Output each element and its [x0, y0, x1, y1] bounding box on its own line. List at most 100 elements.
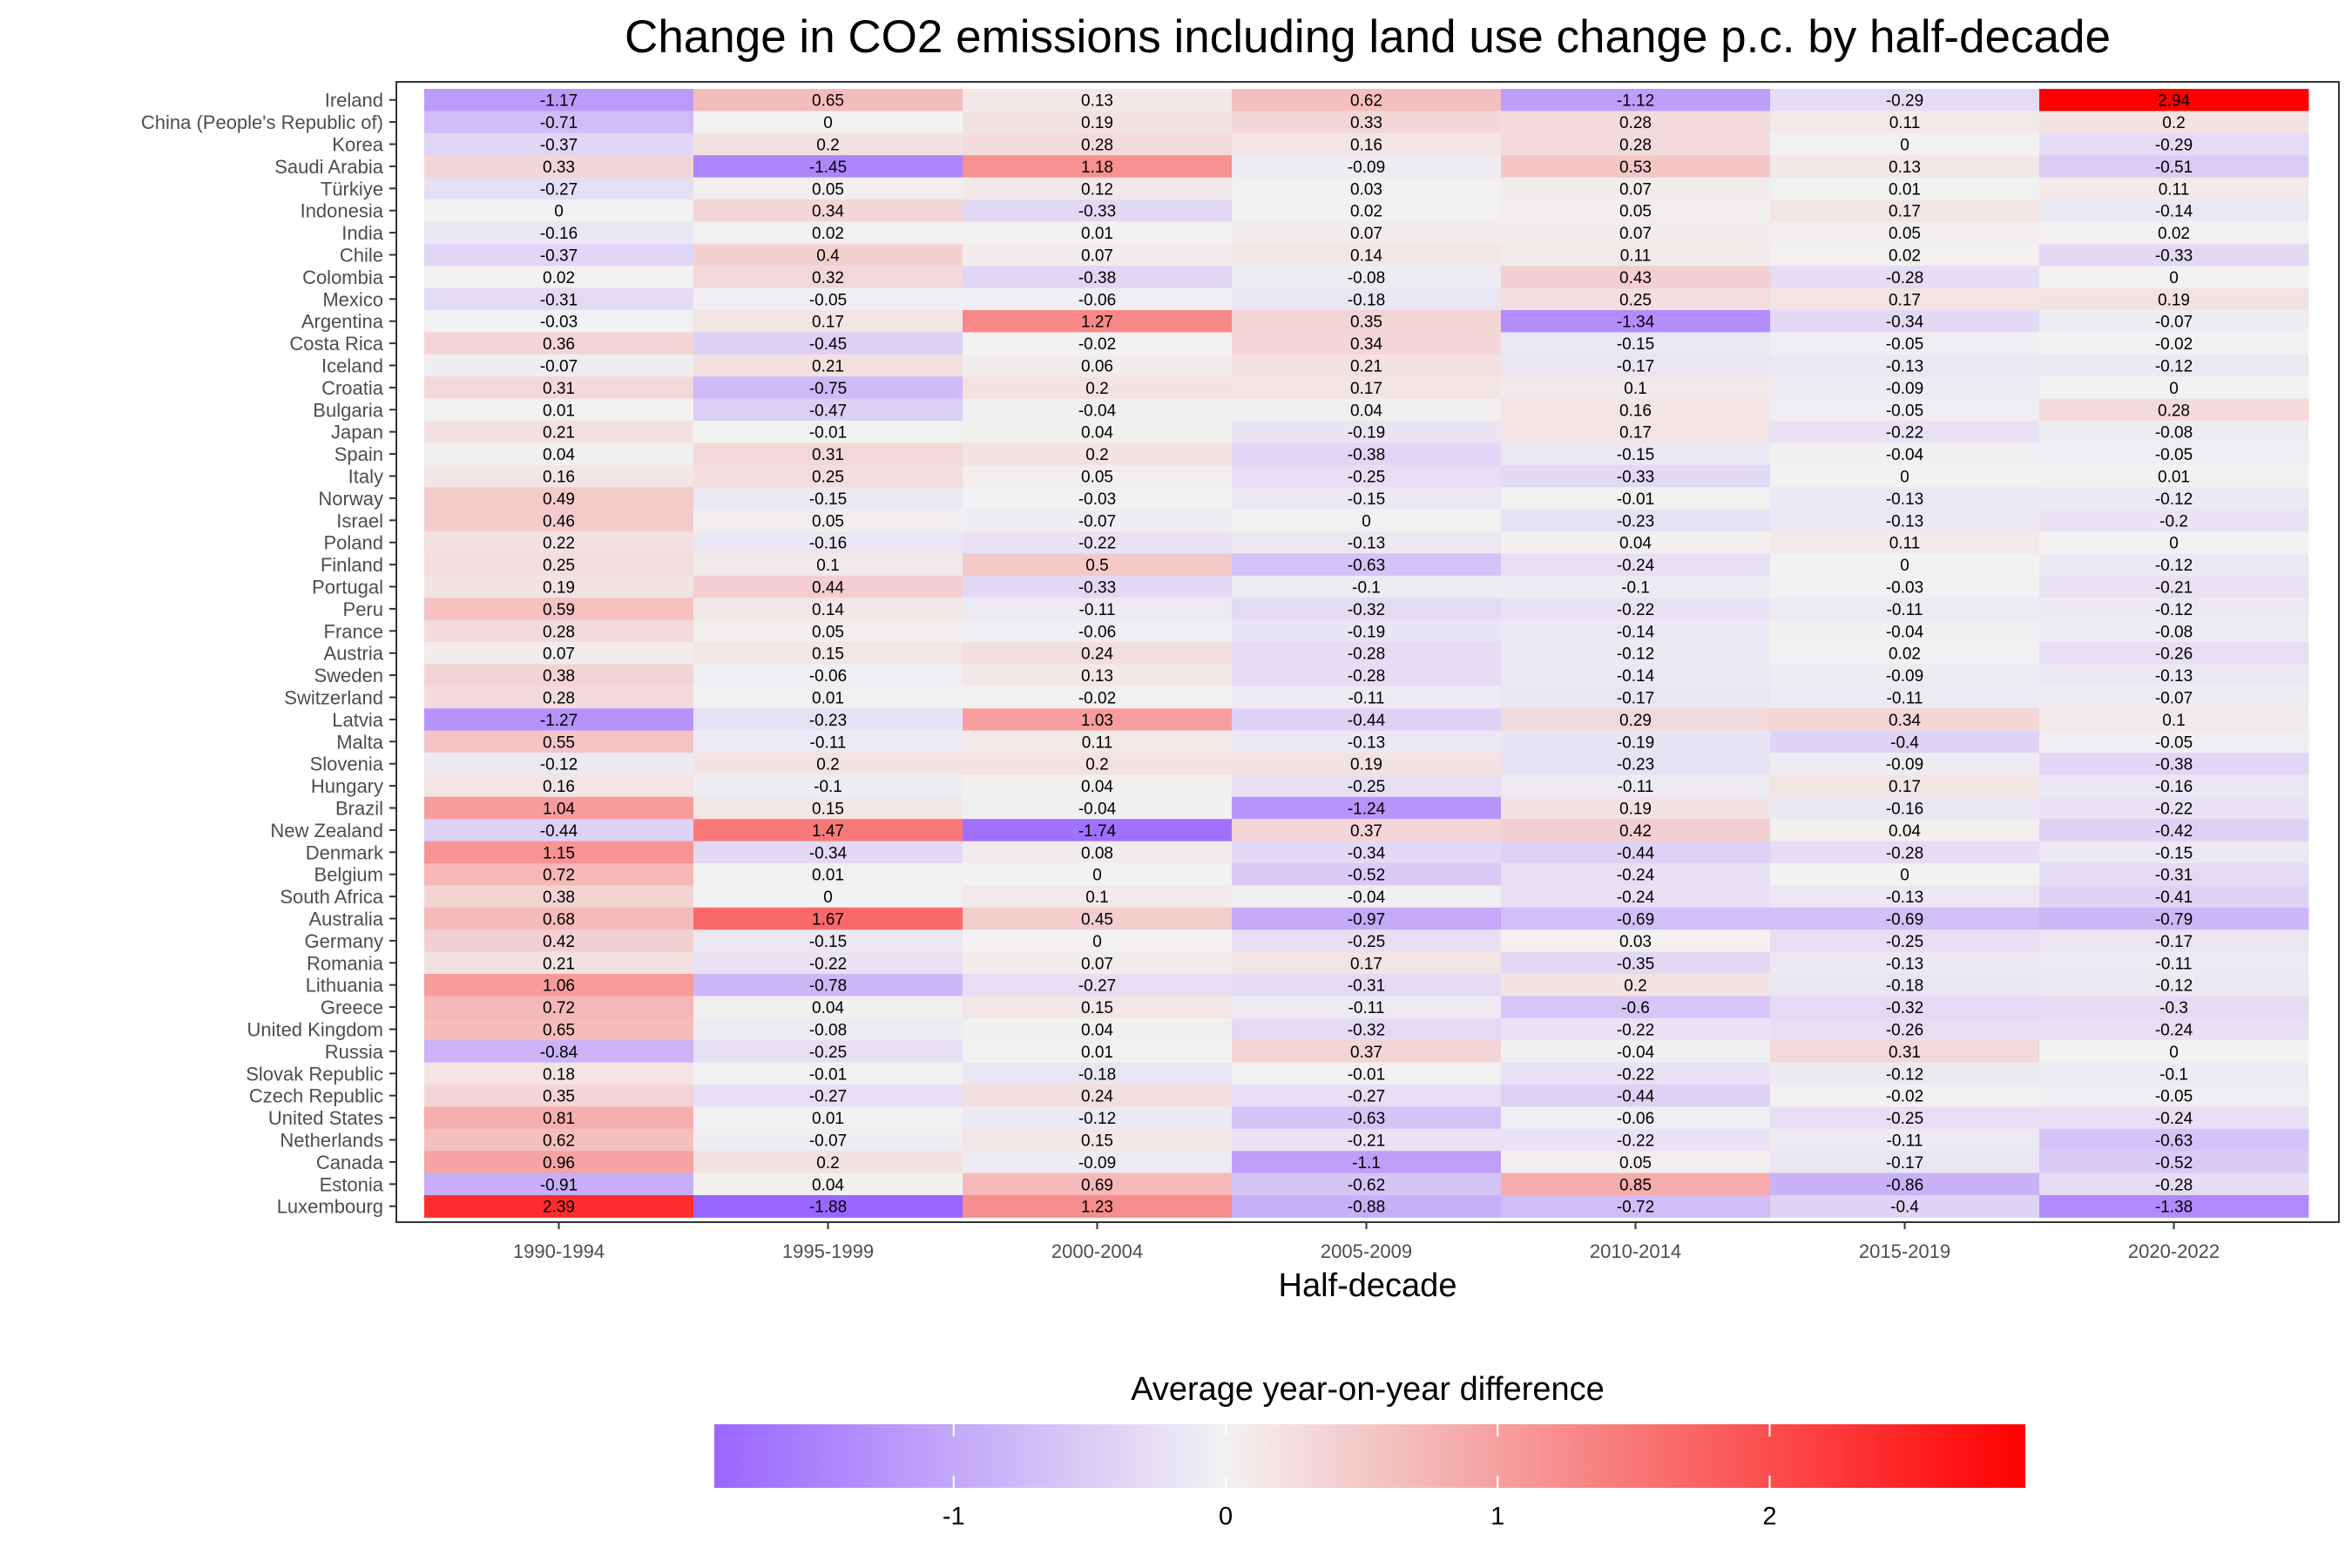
heatmap-cell [963, 841, 1233, 864]
cell-value-label: -0.15 [2155, 844, 2193, 862]
cell-value-label: -0.28 [1886, 269, 1923, 287]
y-tick-label: Iceland [321, 355, 383, 377]
cell-value-label: -0.11 [2156, 955, 2193, 973]
cell-value-label: 0.05 [1619, 203, 1652, 221]
y-tick-label: Sweden [314, 665, 383, 686]
cell-value-label: -0.11 [810, 733, 847, 752]
y-tick-label: Romania [307, 952, 384, 974]
heatmap-cell [1232, 1173, 1502, 1196]
heatmap-cell [1232, 553, 1502, 577]
heatmap-cell [1232, 863, 1502, 886]
cell-value-label: 0.25 [812, 469, 844, 487]
cell-value-label: -0.04 [1886, 446, 1924, 464]
cell-value-label: -0.22 [1617, 1065, 1654, 1084]
cell-value-label: 0.31 [543, 380, 575, 398]
heatmap-cell [693, 487, 963, 510]
cell-value-label: 0.11 [1620, 247, 1652, 266]
cell-value-label: -0.12 [2155, 977, 2193, 996]
cell-value-label: -0.86 [1886, 1176, 1923, 1194]
cell-value-label: -0.12 [1617, 645, 1654, 664]
cell-value-label: 0 [1900, 137, 1909, 155]
y-tick-label: Brazil [335, 798, 383, 820]
cell-value-label: 0.01 [812, 690, 844, 708]
heatmap-cell [1770, 398, 2040, 422]
cell-value-label: -0.69 [1886, 911, 1923, 929]
cell-value-label: -0.24 [2155, 1022, 2193, 1040]
heatmap-cell [1770, 1128, 2040, 1152]
cell-value-label: 0.19 [2158, 291, 2190, 309]
cell-value-label: 0.31 [1889, 1044, 1921, 1062]
cell-value-label: -0.07 [2155, 314, 2193, 332]
heatmap-cell [963, 774, 1233, 798]
cell-value-label: -0.04 [1078, 402, 1117, 420]
cell-value-label: -0.06 [1078, 623, 1116, 641]
cell-value-label: -0.31 [2155, 867, 2193, 885]
heatmap-cell [2039, 553, 2309, 577]
x-tick-label: 2015-2019 [1859, 1240, 1950, 1262]
cell-value-label: -0.03 [1886, 579, 1923, 598]
cell-value-label: -0.51 [2155, 159, 2193, 177]
cell-value-label: -0.1 [814, 778, 842, 796]
y-tick-label: France [324, 620, 383, 642]
heatmap-cell [1501, 332, 1771, 355]
cell-value-label: 0.1 [816, 557, 839, 575]
cell-value-label: -0.35 [1617, 955, 1654, 973]
cell-value-label: -0.11 [1887, 601, 1923, 619]
heatmap-cell [424, 796, 694, 820]
heatmap-cell [424, 907, 694, 930]
cell-value-label: -0.13 [1886, 889, 1923, 907]
heatmap-cell [1232, 111, 1502, 134]
cell-value-label: 0.34 [1889, 712, 1921, 730]
cell-value-label: -0.06 [1617, 1110, 1654, 1128]
cell-value-label: -0.12 [2155, 557, 2193, 575]
heatmap-cell [424, 1040, 694, 1064]
cell-value-label: 0.55 [543, 733, 575, 752]
heatmap-cell [424, 598, 694, 621]
heatmap-cell [424, 642, 694, 665]
cell-value-label: -0.13 [1886, 955, 1923, 973]
heatmap-cell [963, 111, 1233, 134]
heatmap-cell [1232, 974, 1502, 997]
heatmap-cell [693, 619, 963, 643]
heatmap-cell [2039, 1151, 2309, 1174]
cell-value-label: 0.34 [1350, 335, 1382, 354]
heatmap-cell [1232, 177, 1502, 200]
heatmap-cell [1501, 531, 1771, 554]
heatmap-cell [2039, 443, 2309, 466]
heatmap-cell [1232, 708, 1502, 732]
heatmap-cell [693, 907, 963, 930]
legend-tick-label: 0 [1219, 1503, 1233, 1531]
cell-value-label: -0.14 [1617, 623, 1655, 641]
heatmap-cell [963, 929, 1233, 953]
cell-value-label: -0.44 [1617, 844, 1655, 862]
heatmap-cell [424, 398, 694, 422]
y-tick-label: New Zealand [270, 820, 383, 841]
heatmap-cell [2039, 177, 2309, 200]
cell-value-label: -0.27 [1348, 1088, 1385, 1106]
heatmap-cell [424, 686, 694, 709]
heatmap-cell [424, 774, 694, 798]
cell-value-label: -0.03 [1078, 490, 1116, 509]
cell-value-label: 0.28 [1619, 114, 1652, 132]
cell-value-label: 0.72 [543, 867, 575, 885]
cell-value-label: -0.04 [1617, 1044, 1655, 1062]
heatmap-cell [1232, 774, 1502, 798]
cell-value-label: -0.71 [540, 114, 578, 132]
heatmap-cell [424, 266, 694, 289]
heatmap-cell [424, 819, 694, 842]
cell-value-label: -0.88 [1348, 1199, 1385, 1217]
heatmap-cell [963, 243, 1233, 267]
y-tick-label: Finland [321, 554, 383, 576]
heatmap-cell [963, 332, 1233, 355]
cell-value-label: -0.33 [1617, 469, 1654, 487]
cell-value-label: -1.24 [1348, 801, 1386, 819]
heatmap-cell [1770, 730, 2040, 754]
y-tick-label: Spain [335, 443, 383, 465]
cell-value-label: -1.88 [809, 1199, 847, 1217]
cell-value-label: -0.18 [1348, 291, 1385, 309]
cell-value-label: 0.42 [543, 933, 575, 951]
cell-value-label: 0.35 [1350, 314, 1382, 332]
heatmap-cell [963, 885, 1233, 909]
cell-value-label: 0.28 [543, 623, 575, 641]
cell-value-label: -0.02 [1078, 335, 1116, 354]
